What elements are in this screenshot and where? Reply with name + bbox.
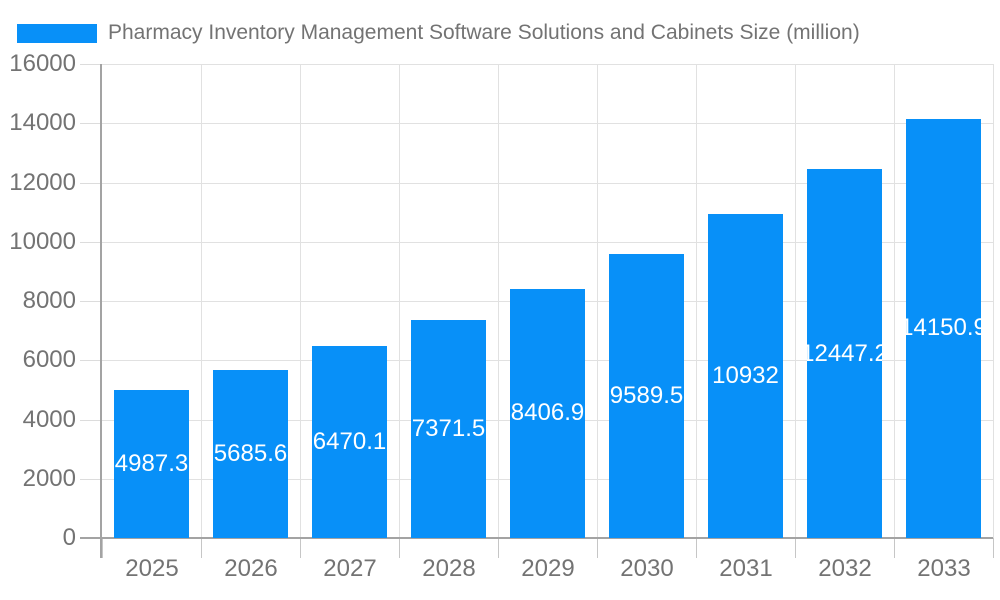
x-tick bbox=[795, 538, 796, 558]
x-tick bbox=[201, 538, 202, 558]
y-tick-label: 16000 bbox=[9, 50, 76, 77]
x-tick-label: 2029 bbox=[521, 555, 575, 582]
x-tick bbox=[597, 538, 598, 558]
x-tick bbox=[696, 538, 697, 558]
chart-title: Pharmacy Inventory Management Software S… bbox=[108, 21, 860, 44]
bar[interactable]: 8406.9 bbox=[510, 288, 585, 538]
bar[interactable]: 4987.3 bbox=[114, 390, 189, 538]
bar-value-label: 8406.9 bbox=[510, 399, 585, 427]
y-tick bbox=[80, 64, 102, 65]
x-axis-line bbox=[80, 537, 993, 539]
bar-value-label: 7371.5 bbox=[411, 414, 486, 442]
y-tick bbox=[80, 183, 102, 184]
h-gridline bbox=[102, 242, 993, 243]
v-gridline bbox=[993, 64, 994, 538]
y-tick-label: 0 bbox=[62, 524, 76, 551]
h-gridline bbox=[102, 183, 993, 184]
bar[interactable]: 14150.9 bbox=[906, 118, 981, 538]
x-tick-label: 2028 bbox=[422, 555, 476, 582]
x-tick bbox=[399, 538, 400, 558]
y-tick bbox=[80, 420, 102, 421]
x-tick bbox=[498, 538, 499, 558]
y-tick-label: 14000 bbox=[9, 109, 76, 137]
y-tick bbox=[80, 360, 102, 361]
y-tick-label: 4000 bbox=[22, 405, 76, 433]
bar-value-label: 12447.2 bbox=[807, 339, 882, 367]
bar-value-label: 6470.1 bbox=[312, 428, 387, 456]
bar[interactable]: 6470.1 bbox=[312, 346, 387, 538]
bar[interactable]: 7371.5 bbox=[411, 319, 486, 538]
y-tick-label: 12000 bbox=[9, 168, 76, 196]
bar[interactable]: 5685.6 bbox=[213, 369, 288, 538]
v-gridline bbox=[399, 64, 400, 538]
v-gridline bbox=[498, 64, 499, 538]
legend-swatch-icon bbox=[17, 23, 97, 43]
bar[interactable]: 10932 bbox=[708, 214, 783, 538]
y-tick-label: 10000 bbox=[9, 227, 76, 255]
v-gridline bbox=[795, 64, 796, 538]
bar-value-label: 9589.5 bbox=[609, 381, 684, 409]
bar[interactable]: 12447.2 bbox=[807, 169, 882, 538]
x-tick-label: 2025 bbox=[125, 555, 179, 582]
y-tick bbox=[80, 123, 102, 124]
y-tick-label: 8000 bbox=[22, 287, 76, 314]
y-tick bbox=[80, 301, 102, 302]
v-gridline bbox=[201, 64, 202, 538]
x-tick bbox=[300, 538, 301, 558]
x-tick-label: 2027 bbox=[323, 555, 377, 582]
v-gridline bbox=[696, 64, 697, 538]
v-gridline bbox=[300, 64, 301, 538]
h-gridline bbox=[102, 64, 993, 65]
x-tick bbox=[993, 538, 994, 558]
x-tick-label: 2031 bbox=[719, 555, 773, 582]
bar-value-label: 5685.6 bbox=[213, 439, 288, 467]
h-gridline bbox=[102, 123, 993, 124]
y-tick-label: 6000 bbox=[22, 346, 76, 374]
bar-value-label: 4987.3 bbox=[114, 450, 189, 478]
y-tick-label: 2000 bbox=[22, 464, 76, 492]
v-gridline bbox=[894, 64, 895, 538]
legend-item[interactable]: Pharmacy Inventory Management Software S… bbox=[17, 21, 860, 45]
x-tick-label: 2030 bbox=[620, 555, 674, 582]
x-tick-label: 2033 bbox=[917, 555, 971, 582]
v-gridline bbox=[597, 64, 598, 538]
bar[interactable]: 9589.5 bbox=[609, 253, 684, 538]
y-tick bbox=[80, 479, 102, 480]
x-tick-label: 2026 bbox=[224, 555, 278, 582]
bar-value-label: 10932 bbox=[712, 362, 779, 390]
bar-value-label: 14150.9 bbox=[906, 314, 981, 342]
y-tick bbox=[80, 242, 102, 243]
x-tick bbox=[102, 538, 103, 558]
y-axis-line bbox=[100, 64, 102, 558]
x-tick-label: 2032 bbox=[818, 555, 872, 582]
x-tick bbox=[894, 538, 895, 558]
